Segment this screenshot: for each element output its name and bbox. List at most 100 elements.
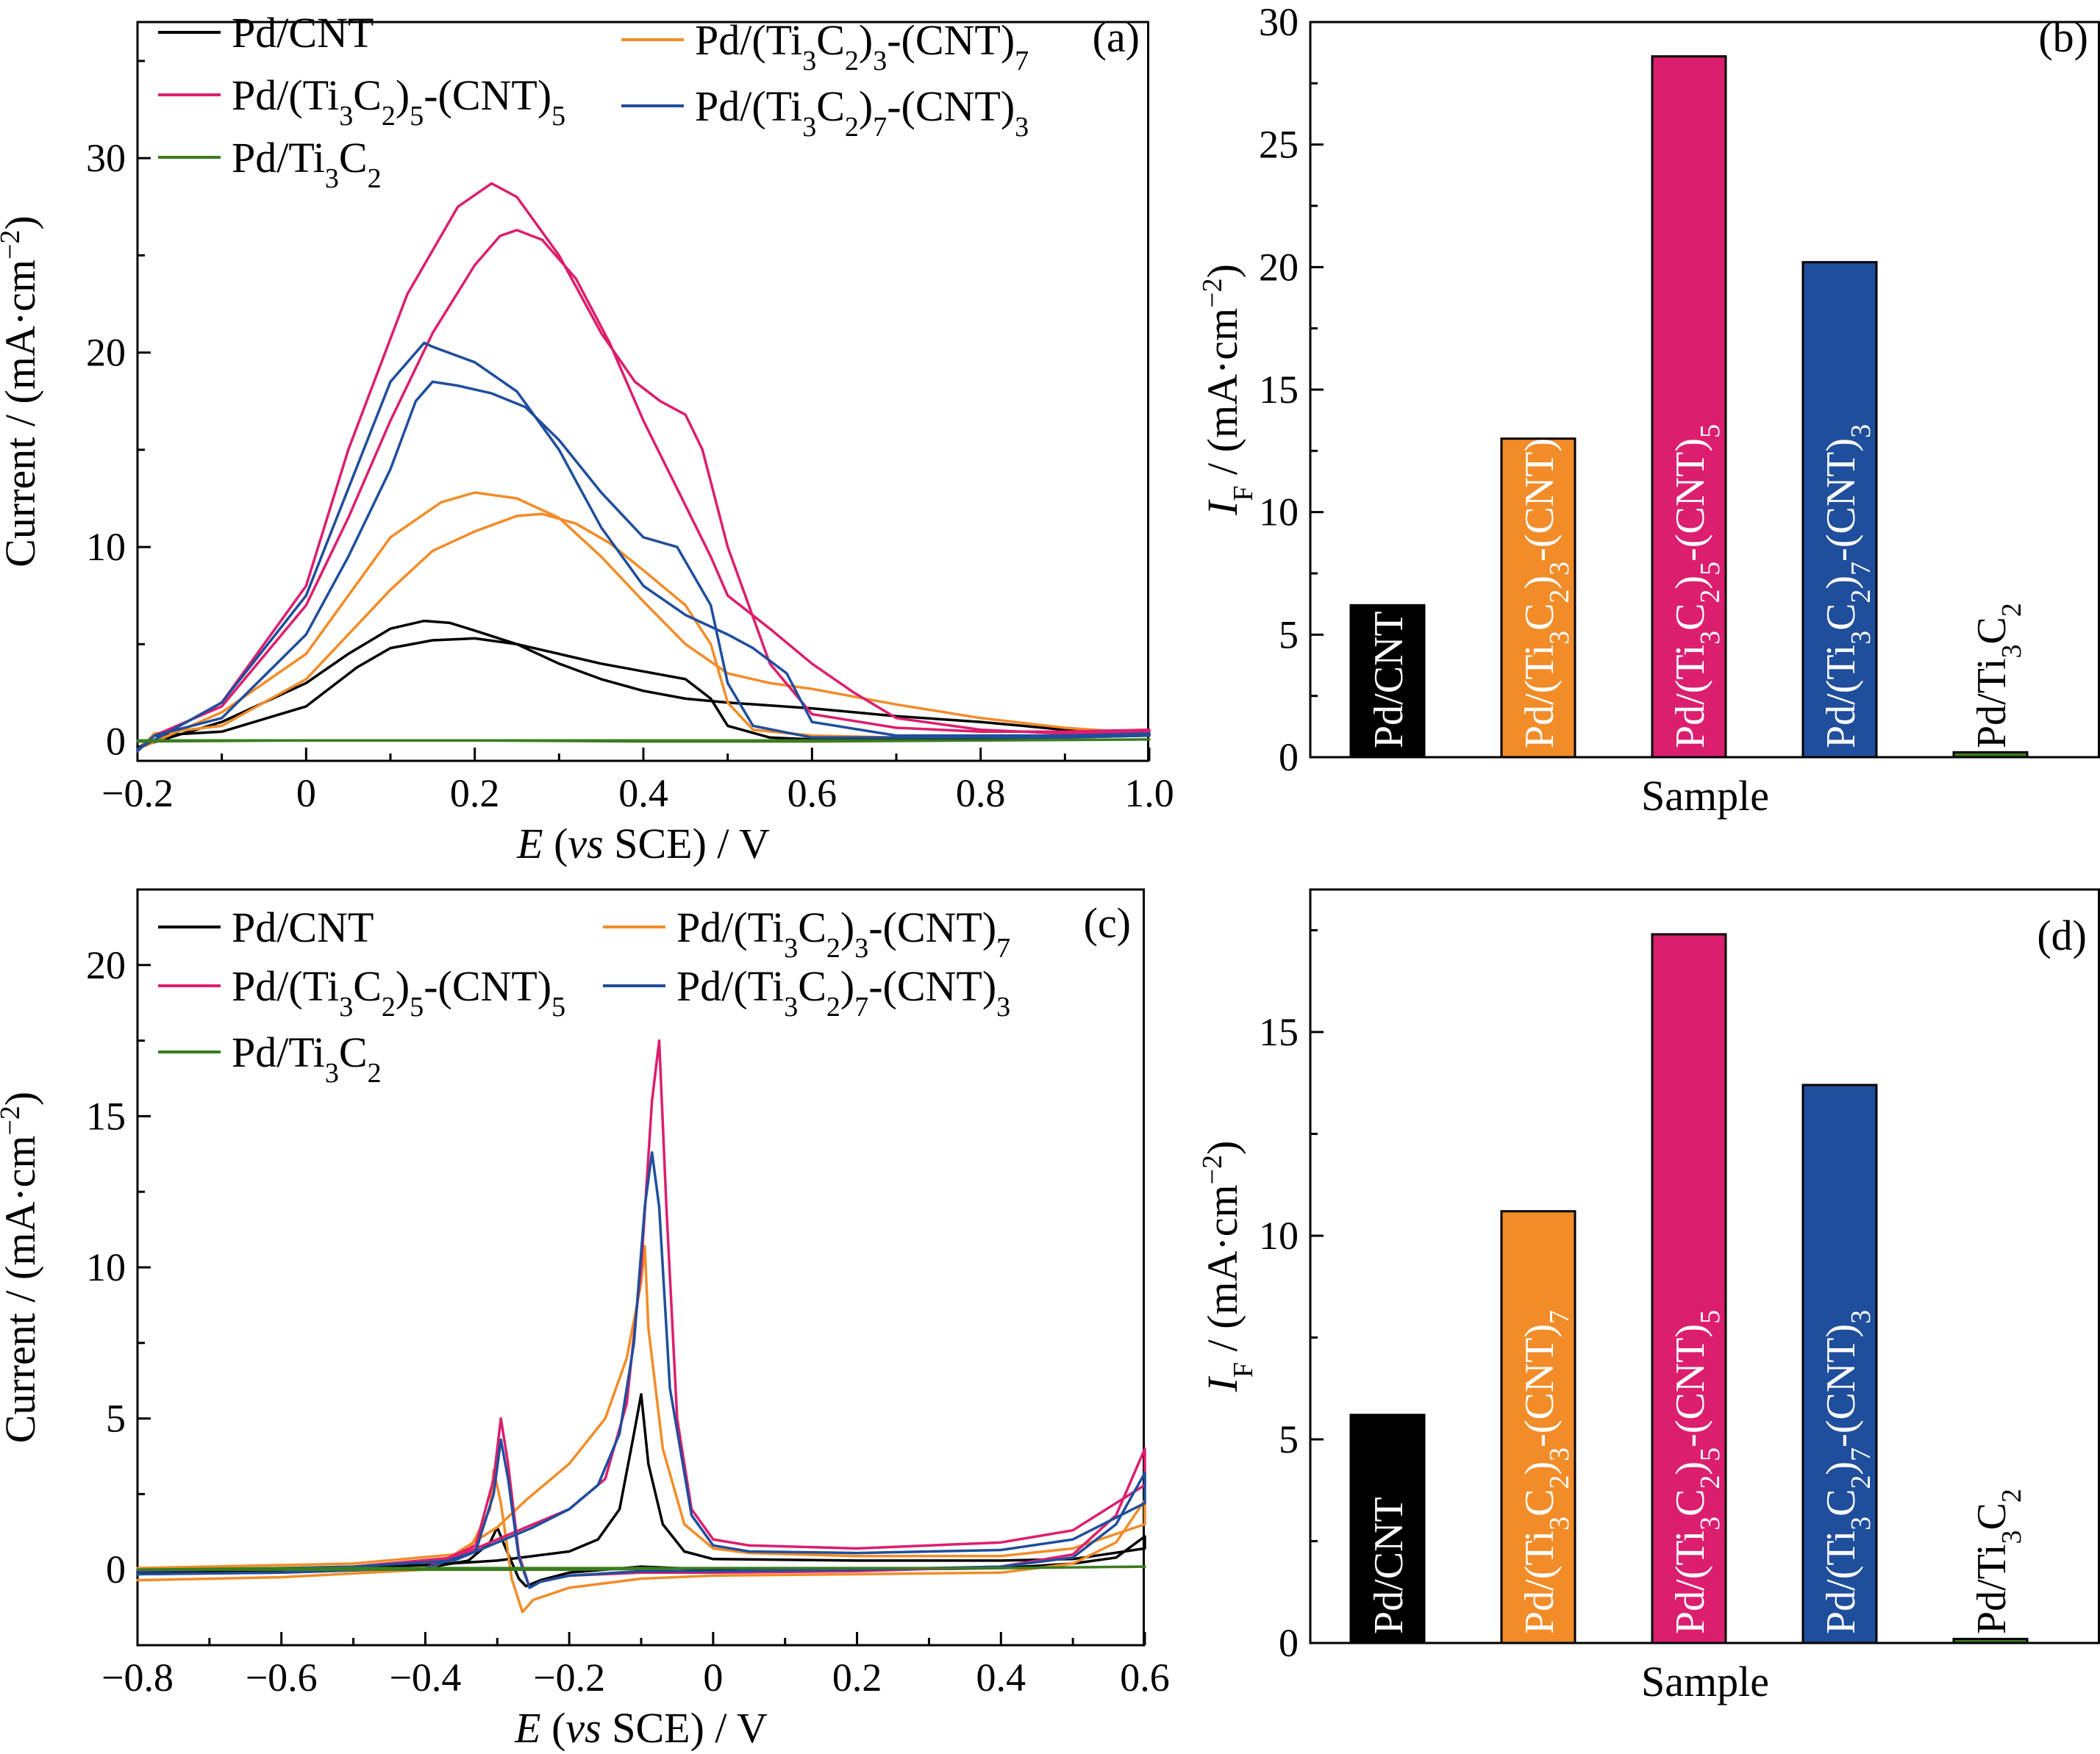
subscript: F [1228,1362,1259,1378]
subscript: 5 [1695,1447,1726,1461]
label-part: ) [1818,576,1864,590]
label-part: -(CNT) [424,71,551,119]
label-part: C [1517,603,1562,630]
subscript: 2 [1695,589,1726,603]
label-part: Pd/(Ti [1517,1531,1562,1634]
subscript: 3 [784,933,798,964]
subscript: 5 [1695,424,1726,438]
y-axis-label: IF / (mA·cm−2) [1197,1141,1259,1393]
x-tick-label: 1.0 [1124,771,1174,815]
label-part: Pd/(Ti [232,71,339,119]
label-part: Pd/CNT [232,903,374,951]
subscript: 3 [996,992,1010,1023]
label-part: C [816,16,845,64]
label-part: Pd/CNT [1366,1497,1412,1634]
label-part: Pd/(Ti [1818,1531,1864,1634]
subscript: 5 [551,101,565,132]
label-part: -(CNT) [868,903,996,951]
subscript: 7 [873,112,887,143]
subscript: 5 [1695,562,1726,576]
subscript: 3 [1846,1517,1876,1531]
subscript: 3 [1544,1517,1575,1531]
subscript: 7 [1544,424,1575,438]
legend-entry-pd_cnt: Pd/CNT [158,903,374,951]
label-part: Pd/(Ti [1517,645,1562,748]
x-tick-label: 0.2 [450,771,500,815]
cv-curve-ti3c2_3_cnt7 [136,1245,1146,1614]
legend-label: Pd/CNT [232,9,374,57]
subscript: 7 [996,933,1010,964]
subscript: 5 [410,101,424,132]
label-part: ) [396,962,410,1010]
label-part: C [339,134,368,182]
subscript: 5 [410,992,424,1023]
label-part: C [798,962,826,1010]
subscript: 2 [1544,1475,1575,1489]
subscript: 2 [368,163,382,194]
subscript: 3 [1695,631,1726,645]
subscript: 7 [1846,1447,1876,1461]
label-part: C [1668,603,1713,630]
label-part: C [1818,603,1864,630]
cv-curve-pd_ti3c2 [136,1565,1146,1571]
label-part: -(CNT) [1818,1324,1864,1447]
label-part: Current / (mA·cm [0,1135,44,1443]
label-part: -(CNT) [1517,1324,1562,1447]
label-part: -(CNT) [1668,438,1713,562]
legend-entry-ti3c2_3_cnt7: Pd/(Ti3C2)3-(CNT)7 [603,903,1010,964]
y-tick-label: 0 [106,720,126,764]
bar-label-pd_cnt: Pd/CNT [1366,611,1412,748]
label-part: -(CNT) [1818,438,1864,562]
label-part: C [1668,1489,1713,1516]
subscript: 2 [1846,1475,1876,1489]
label-part: Pd/(Ti [232,962,339,1010]
label-part: ) [1668,1461,1713,1475]
label-part: ) [0,215,44,229]
subscript: 3 [1846,631,1876,645]
legend-entry-pd_ti3c2: Pd/Ti3C2 [158,134,382,194]
label-part: Pd/(Ti [695,16,802,64]
label-part: vs [568,820,603,867]
x-tick-label: −0.8 [101,1655,174,1700]
label-part: Pd/(Ti [676,903,784,951]
label-part: ) [840,962,854,1010]
subscript: 3 [339,101,353,132]
subscript: 2 [845,112,859,143]
label-part: C [1969,617,2015,644]
subscript: 7 [1015,46,1029,76]
label-part: E [514,1704,540,1752]
bar-pd_ti3c2 [1952,751,2029,759]
x-tick-label: −0.2 [533,1655,605,1700]
x-axis-label: Sample [1641,1658,1769,1705]
label-part: SCE) / V [601,1704,768,1752]
x-tick-label: 0.6 [1120,1655,1170,1700]
bar-label-pd_cnt: Pd/CNT [1366,1497,1412,1634]
subscript: 3 [1544,1447,1575,1461]
label-part: vs [565,1704,601,1752]
legend-label: Pd/(Ti3C2)5-(CNT)5 [232,962,565,1023]
superscript: −2 [1197,1155,1228,1184]
label-part: Pd/Ti [232,1028,325,1076]
label-part: Pd/(Ti [1668,1531,1713,1634]
label-part: -(CNT) [1517,438,1562,562]
cv-curve-ti3c2_7_cnt3 [136,341,1151,753]
legend-entry-ti3c2_7_cnt3: Pd/(Ti3C2)7-(CNT)3 [603,962,1010,1023]
label-part: C [339,1028,368,1076]
panel-c: 0 5 10 15 20 −0.8 −0.6 −0.4 −0.2 0 0.2 0.4 0.6 Pd/CNT… [0,888,1170,1752]
bar-pd_cnt [1349,604,1426,759]
subscript: 7 [854,992,868,1023]
subscript: 5 [1695,1310,1726,1324]
y-tick-label: 5 [1279,1417,1299,1461]
subscript: 3 [1996,645,2027,659]
x-tick-label: 0.4 [976,1655,1026,1700]
y-tick-label: 15 [1259,1010,1299,1054]
legend-entry-ti3c2_3_cnt7: Pd/(Ti3C2)3-(CNT)7 [621,16,1029,76]
label-part: -(CNT) [887,16,1015,64]
subscript: 3 [802,46,816,76]
x-tick-label: 0 [703,1655,723,1700]
subscript: 2 [1544,589,1575,603]
label-part: Pd/(Ti [695,82,802,130]
